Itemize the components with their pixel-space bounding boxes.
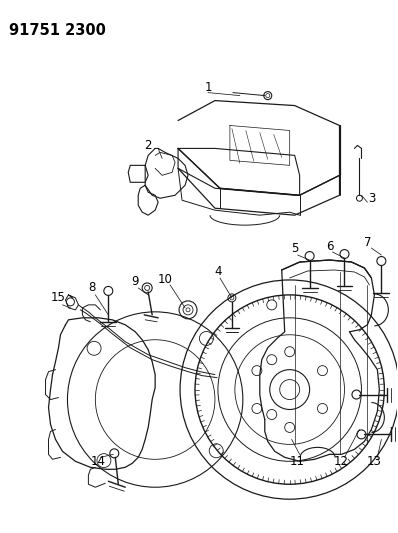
Text: 9: 9 [131, 276, 139, 288]
Text: 6: 6 [326, 239, 333, 253]
Text: 1: 1 [204, 81, 212, 94]
Text: 3: 3 [368, 192, 375, 205]
Text: 91751 2300: 91751 2300 [9, 23, 105, 38]
Text: 14: 14 [91, 455, 106, 468]
Text: 8: 8 [89, 281, 96, 294]
Text: 15: 15 [51, 292, 66, 304]
Text: 11: 11 [290, 455, 305, 468]
Text: 13: 13 [367, 455, 382, 468]
Text: 10: 10 [158, 273, 173, 286]
Text: 4: 4 [214, 265, 222, 278]
Text: 7: 7 [364, 236, 371, 248]
Text: 2: 2 [144, 139, 152, 152]
Text: 12: 12 [334, 455, 349, 468]
Text: 5: 5 [291, 241, 298, 255]
